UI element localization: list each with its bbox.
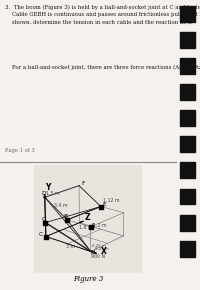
Text: Page 1 of 3: Page 1 of 3 xyxy=(5,148,35,153)
Bar xyxy=(180,136,195,152)
Bar xyxy=(180,215,195,231)
Bar xyxy=(180,6,195,22)
Bar xyxy=(180,84,195,100)
Bar xyxy=(180,32,195,48)
Text: Figure 3: Figure 3 xyxy=(73,275,103,283)
Bar xyxy=(180,110,195,126)
Bar xyxy=(180,58,195,74)
Bar xyxy=(180,188,195,204)
Bar xyxy=(180,162,195,178)
Text: For a ball-and-socket joint, there are three force reactions (Ax, Ay, Az).: For a ball-and-socket joint, there are t… xyxy=(5,65,200,70)
Text: 3.  The boom (Figure 3) is held by a ball-and-socket joint at C and by two cable: 3. The boom (Figure 3) is held by a ball… xyxy=(5,5,200,24)
Bar xyxy=(180,241,195,257)
